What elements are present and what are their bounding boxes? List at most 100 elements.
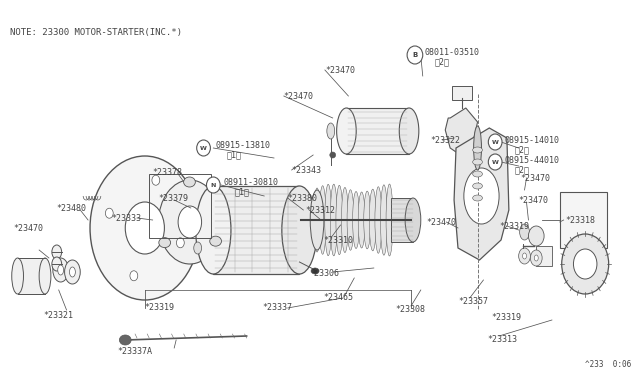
Ellipse shape	[152, 175, 160, 185]
Ellipse shape	[39, 258, 51, 294]
Ellipse shape	[364, 191, 371, 249]
Text: NOTE: 23300 MOTOR-STARTER(INC.*): NOTE: 23300 MOTOR-STARTER(INC.*)	[10, 28, 182, 37]
Text: B: B	[412, 52, 417, 58]
Ellipse shape	[53, 258, 68, 282]
Bar	[18, 258, 45, 294]
Ellipse shape	[375, 187, 382, 253]
Bar	[346, 108, 409, 154]
Text: *23380: *23380	[288, 193, 317, 202]
Text: *23306: *23306	[309, 269, 339, 279]
Text: ^233  0:06: ^233 0:06	[585, 360, 632, 369]
Ellipse shape	[518, 248, 531, 264]
Ellipse shape	[120, 335, 131, 345]
Ellipse shape	[159, 180, 221, 264]
Ellipse shape	[405, 198, 420, 242]
Text: *23343: *23343	[292, 166, 322, 174]
Ellipse shape	[125, 202, 164, 254]
Ellipse shape	[327, 123, 335, 139]
Ellipse shape	[464, 168, 499, 224]
Ellipse shape	[353, 192, 360, 248]
Text: *23322: *23322	[431, 135, 461, 144]
Text: *23480: *23480	[57, 203, 87, 212]
Text: *23319: *23319	[492, 314, 521, 323]
Text: W: W	[492, 160, 499, 164]
Polygon shape	[454, 128, 509, 260]
Ellipse shape	[369, 189, 376, 251]
Text: *23470: *23470	[13, 224, 44, 232]
Ellipse shape	[106, 208, 113, 218]
Text: 08011-03510: 08011-03510	[425, 48, 480, 57]
Text: *23470: *23470	[325, 65, 355, 74]
Text: *23470: *23470	[284, 92, 314, 100]
Ellipse shape	[488, 134, 502, 150]
Ellipse shape	[562, 234, 609, 294]
Polygon shape	[445, 108, 477, 156]
Ellipse shape	[310, 190, 324, 250]
Bar	[392, 198, 413, 242]
Text: （2）: （2）	[435, 58, 449, 67]
Ellipse shape	[52, 245, 61, 259]
Text: *23312: *23312	[305, 205, 335, 215]
Ellipse shape	[342, 187, 348, 253]
Text: *23319: *23319	[499, 221, 529, 231]
Ellipse shape	[52, 257, 61, 271]
Ellipse shape	[381, 185, 387, 255]
Ellipse shape	[196, 186, 231, 274]
Ellipse shape	[473, 195, 483, 201]
Ellipse shape	[130, 271, 138, 281]
Ellipse shape	[159, 238, 171, 248]
Ellipse shape	[210, 236, 221, 246]
Ellipse shape	[65, 260, 80, 284]
Text: *23378: *23378	[153, 167, 182, 176]
Text: N: N	[211, 183, 216, 187]
Text: 08915-13810: 08915-13810	[215, 141, 270, 150]
Ellipse shape	[324, 184, 332, 256]
Ellipse shape	[573, 249, 597, 279]
Text: *23318: *23318	[566, 215, 596, 224]
Ellipse shape	[330, 184, 337, 256]
Ellipse shape	[358, 192, 365, 248]
Bar	[560, 192, 607, 248]
Ellipse shape	[184, 177, 195, 187]
Ellipse shape	[330, 152, 335, 158]
Ellipse shape	[473, 183, 483, 189]
Ellipse shape	[336, 185, 343, 255]
Ellipse shape	[473, 171, 483, 177]
Ellipse shape	[194, 242, 202, 254]
Text: *23308: *23308	[396, 305, 426, 314]
Ellipse shape	[520, 224, 529, 240]
Ellipse shape	[70, 267, 76, 277]
Ellipse shape	[347, 190, 354, 250]
Ellipse shape	[523, 253, 527, 259]
Text: *23470: *23470	[518, 196, 548, 205]
Ellipse shape	[178, 206, 202, 238]
Ellipse shape	[473, 147, 483, 153]
Text: *23321: *23321	[43, 311, 73, 321]
Ellipse shape	[337, 108, 356, 154]
Text: 08911-30810: 08911-30810	[223, 177, 278, 186]
Ellipse shape	[386, 184, 393, 256]
Text: （2）: （2）	[515, 145, 530, 154]
Text: *23313: *23313	[487, 336, 517, 344]
Text: *23319: *23319	[145, 304, 175, 312]
Ellipse shape	[196, 140, 211, 156]
Ellipse shape	[90, 156, 200, 300]
Bar	[213, 186, 300, 274]
Text: *23357: *23357	[458, 298, 488, 307]
Text: *23337A: *23337A	[117, 347, 152, 356]
Ellipse shape	[177, 238, 184, 248]
Ellipse shape	[207, 177, 220, 193]
Text: （1）: （1）	[235, 187, 250, 196]
Ellipse shape	[474, 126, 481, 170]
Text: *23379: *23379	[159, 193, 189, 202]
Text: *23333: *23333	[111, 214, 141, 222]
Text: W: W	[492, 140, 499, 144]
Ellipse shape	[311, 268, 319, 274]
Ellipse shape	[319, 186, 326, 254]
Ellipse shape	[282, 186, 317, 274]
Bar	[536, 246, 552, 266]
Bar	[452, 86, 472, 100]
Ellipse shape	[12, 258, 24, 294]
Text: *23470: *23470	[427, 218, 457, 227]
Ellipse shape	[314, 188, 321, 252]
